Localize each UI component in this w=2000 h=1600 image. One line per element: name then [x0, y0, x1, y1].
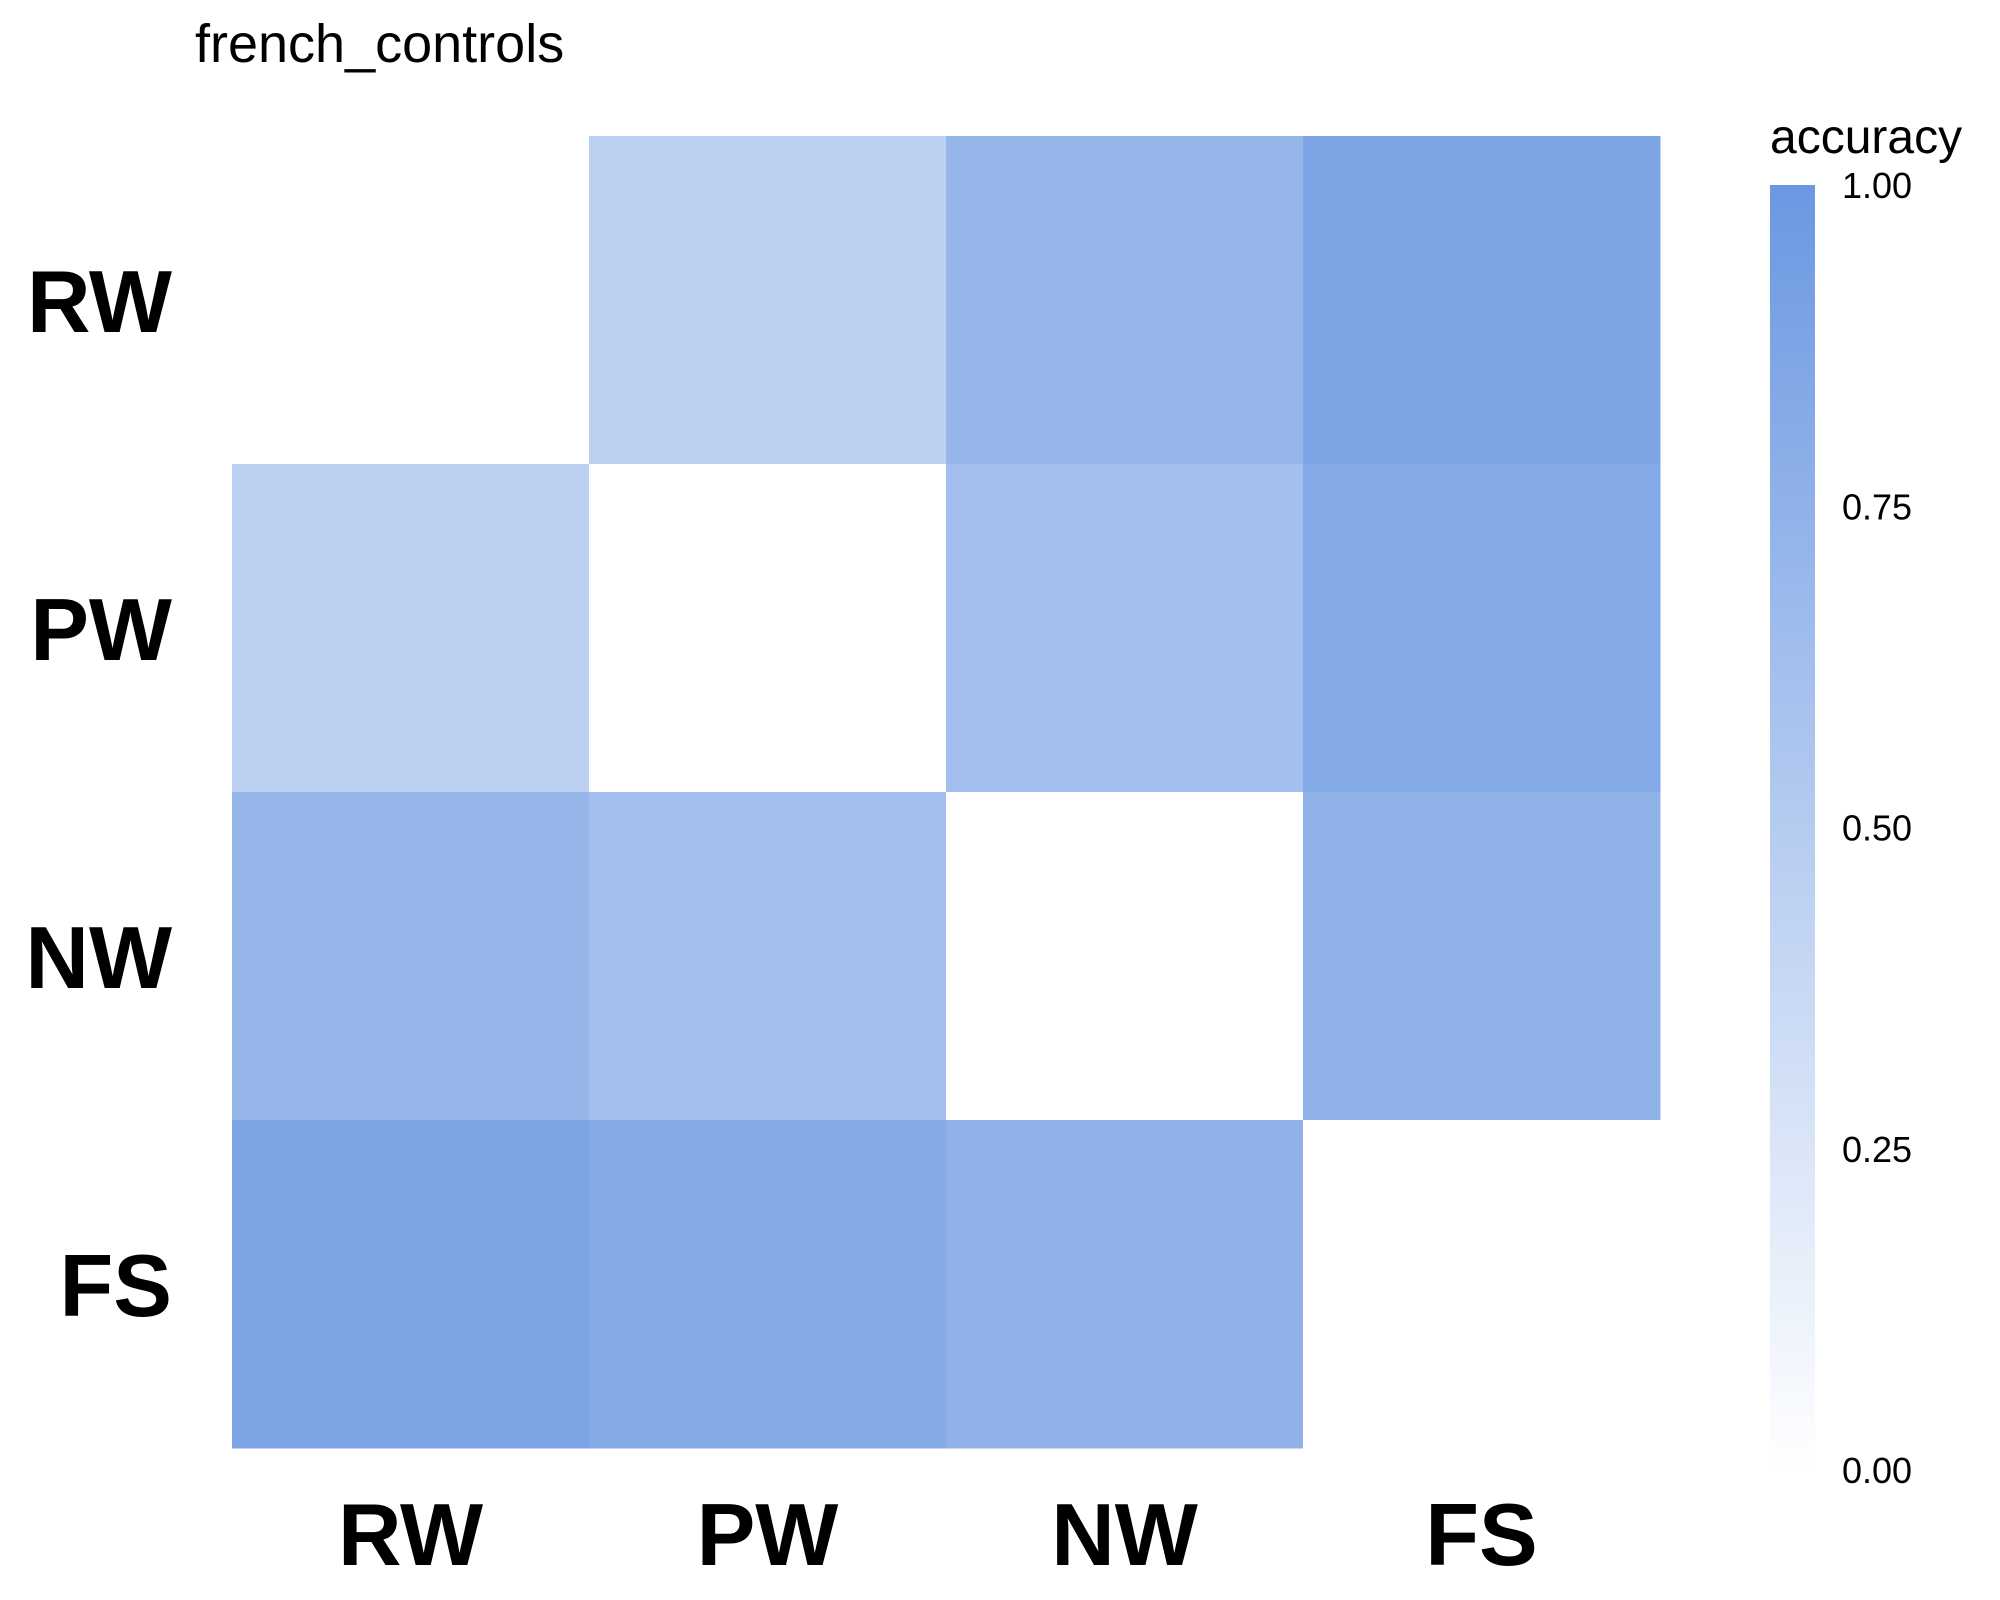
legend-ticks: 1.00 0.75 0.50 0.25 0.00	[1842, 165, 1912, 1491]
legend-tick-label: 0.75	[1842, 486, 1912, 527]
cell-nw-nw	[946, 792, 1304, 1121]
cell-fs-pw	[589, 1120, 947, 1449]
cell-rw-pw	[589, 136, 947, 465]
chart-title: french_controls	[195, 14, 564, 74]
row-label-nw: NW	[25, 908, 172, 1007]
legend-tick-label: 0.00	[1842, 1450, 1912, 1491]
cell-pw-pw	[589, 464, 947, 793]
cell-nw-fs	[1303, 792, 1661, 1121]
column-label-pw: PW	[697, 1485, 839, 1584]
cell-rw-fs	[1303, 136, 1661, 465]
cell-pw-rw	[232, 464, 590, 793]
legend-colorbar	[1770, 185, 1815, 1470]
cell-rw-nw	[946, 136, 1304, 465]
cell-nw-rw	[232, 792, 590, 1121]
cell-fs-nw	[946, 1120, 1304, 1449]
row-label-rw: RW	[27, 252, 172, 351]
legend-title: accuracy	[1770, 111, 1962, 164]
cell-pw-nw	[946, 464, 1304, 793]
column-label-fs: FS	[1425, 1485, 1537, 1584]
cell-nw-pw	[589, 792, 947, 1121]
column-labels: RW PW NW FS	[338, 1485, 1538, 1584]
legend-tick-label: 1.00	[1842, 165, 1912, 206]
heatmap-cells	[232, 136, 1661, 1449]
color-legend: accuracy 1.00 0.75 0.50 0.25 0.00	[1770, 111, 1962, 1491]
cell-fs-rw	[232, 1120, 590, 1449]
legend-tick-label: 0.50	[1842, 808, 1912, 849]
row-label-fs: FS	[60, 1236, 172, 1335]
column-label-nw: NW	[1051, 1485, 1198, 1584]
legend-tick-label: 0.25	[1842, 1129, 1912, 1170]
cell-rw-rw	[232, 136, 590, 465]
row-label-pw: PW	[30, 580, 172, 679]
cell-fs-fs	[1303, 1120, 1661, 1449]
column-label-rw: RW	[338, 1485, 483, 1584]
row-labels: RW PW NW FS	[25, 252, 172, 1335]
cell-pw-fs	[1303, 464, 1661, 793]
